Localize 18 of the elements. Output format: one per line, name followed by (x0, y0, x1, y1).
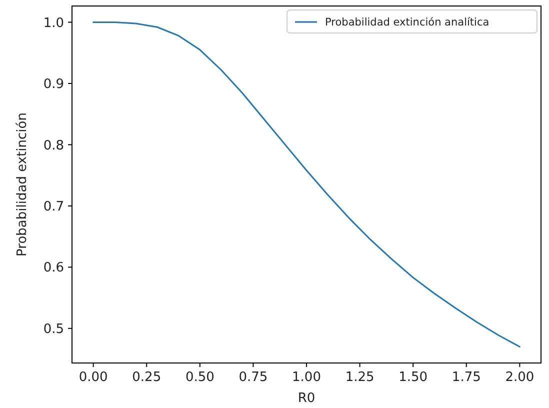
x-tick-label: 1.00 (292, 370, 321, 385)
x-tick-label: 0.00 (78, 370, 108, 385)
x-tick-label: 1.50 (398, 370, 428, 385)
y-tick-label: 1.0 (43, 16, 64, 31)
y-axis-title: Probabilidad extinción (15, 112, 30, 256)
legend-label: Probabilidad extinción analítica (325, 16, 490, 29)
x-tick-label: 0.50 (185, 370, 214, 385)
x-tick-label: 0.25 (132, 370, 162, 385)
y-tick-label: 0.8 (43, 138, 64, 154)
x-tick-label: 1.25 (345, 370, 374, 385)
x-tick-label: 2.00 (505, 370, 534, 385)
y-tick-label: 0.6 (43, 260, 64, 276)
y-tick-label: 0.9 (43, 77, 64, 92)
y-tick-label: 0.5 (43, 322, 64, 337)
x-axis-title: R0 (298, 391, 316, 406)
y-tick-label: 0.7 (43, 199, 64, 214)
x-tick-label: 0.75 (238, 370, 268, 385)
x-tick-label: 1.75 (452, 370, 481, 385)
